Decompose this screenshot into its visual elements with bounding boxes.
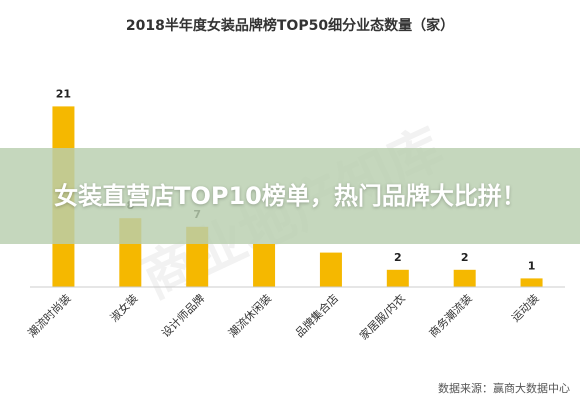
bar-6 — [386, 269, 409, 287]
headline-title: 女装直营店TOP10榜单，热门品牌大比拼！ — [54, 182, 526, 210]
bar-4 — [253, 244, 276, 287]
headline-banner: 女装直营店TOP10榜单，热门品牌大比拼！ — [0, 148, 580, 244]
data-label-7: 2 — [461, 251, 469, 264]
x-tick-label-4: 潮流休闲装 — [225, 291, 274, 340]
bar-7 — [453, 269, 476, 287]
data-label-8: 1 — [528, 259, 536, 272]
x-tick-label-8: 运动装 — [509, 292, 542, 325]
chart-title: 2018半年度女装品牌榜TOP50细分业态数量（家） — [126, 17, 454, 34]
x-tick-label-6: 家居服/内衣 — [357, 291, 408, 342]
x-tick-label-7: 商务潮流装 — [426, 291, 475, 340]
data-label-1: 21 — [56, 87, 71, 100]
bar-5 — [319, 252, 342, 287]
x-tick-label-group: 潮流时尚装 淑女装 设计师品牌 潮流休闲装 品牌集合店 家居服/内衣 商务潮流装 运动装 — [25, 291, 542, 342]
x-tick-label-5: 品牌集合店 — [292, 291, 341, 340]
source-note: 数据来源：赢商大数据中心 — [438, 381, 570, 395]
x-tick-label-1: 潮流时尚装 — [25, 291, 74, 340]
data-label-6: 2 — [394, 251, 402, 264]
x-tick-label-2: 淑女装 — [107, 291, 140, 324]
bar-8 — [520, 278, 543, 287]
